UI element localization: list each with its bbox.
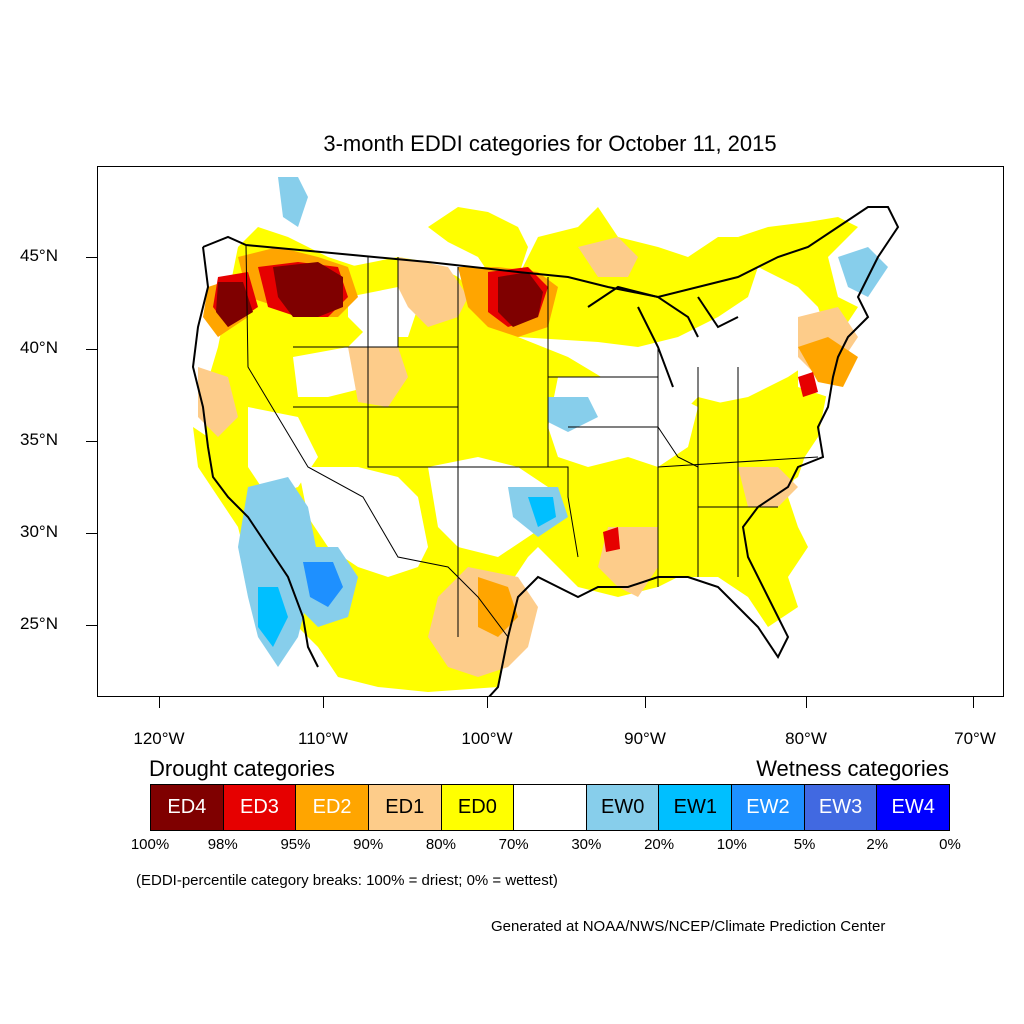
percentile-break: 80% (425, 836, 456, 853)
lon-label-110: 110°W (298, 729, 348, 748)
legend-swatch-ed3: ED3 (223, 785, 297, 830)
percentile-break: 30% (571, 836, 602, 853)
lon-label-120: 120°W (133, 729, 185, 748)
category-legend: ED4 ED3 ED2 ED1 ED0 EW0 EW1 EW2 EW3 EW4 (150, 784, 950, 831)
percentile-break: 10% (716, 836, 747, 853)
lon-label-80: 80°W (785, 729, 827, 748)
lon-label-90: 90°W (624, 729, 666, 748)
legend-swatch-ew0: EW0 (586, 785, 660, 830)
boundaries (191, 206, 900, 696)
legend-swatch-ed0: ED0 (441, 785, 515, 830)
lon-tick (806, 697, 807, 708)
lat-tick (86, 441, 97, 442)
lat-label-45: 45°N (20, 246, 58, 265)
lat-label-40: 40°N (20, 338, 58, 357)
percentile-break: 0% (939, 836, 961, 853)
wetness-categories-title: Wetness categories (756, 756, 949, 781)
lon-tick (487, 697, 488, 708)
lat-tick (86, 257, 97, 258)
percentile-break: 90% (353, 836, 384, 853)
legend-swatch-ed1: ED1 (368, 785, 442, 830)
lon-tick (973, 697, 974, 708)
percentile-break: 100% (130, 836, 170, 853)
lon-tick (645, 697, 646, 708)
percentile-break: 95% (280, 836, 311, 853)
percentile-break: 70% (498, 836, 529, 853)
percentile-break: 20% (644, 836, 675, 853)
lat-tick (86, 349, 97, 350)
lon-tick (159, 697, 160, 708)
eddi-map (97, 166, 1004, 697)
lat-label-30: 30°N (20, 522, 58, 541)
percentile-break: 2% (866, 836, 889, 853)
lon-label-100: 100°W (461, 729, 513, 748)
percentile-break: 98% (207, 836, 238, 853)
lat-label-25: 25°N (20, 614, 58, 633)
legend-swatch-ed4: ED4 (151, 785, 224, 830)
legend-swatch-neutral (514, 785, 587, 830)
ew-regions (238, 177, 888, 667)
percentile-break: 5% (793, 836, 816, 853)
legend-swatch-ew4: EW4 (877, 785, 950, 830)
lon-tick (323, 697, 324, 708)
lat-tick (86, 533, 97, 534)
credit-line: Generated at NOAA/NWS/NCEP/Climate Predi… (491, 918, 886, 935)
lon-label-70: 70°W (954, 729, 996, 748)
drought-categories-title: Drought categories (149, 756, 335, 781)
legend-swatch-ew3: EW3 (804, 785, 878, 830)
legend-swatch-ew1: EW1 (659, 785, 733, 830)
lat-label-35: 35°N (20, 430, 58, 449)
ed4-regions (216, 262, 543, 327)
legend-swatch-ed2: ED2 (296, 785, 369, 830)
map-title: 3-month EDDI categories for October 11, … (323, 131, 777, 156)
map-canvas (191, 177, 900, 696)
legend-note: (EDDI-percentile category breaks: 100% =… (136, 872, 558, 889)
lat-tick (86, 625, 97, 626)
legend-swatch-ew2: EW2 (732, 785, 805, 830)
